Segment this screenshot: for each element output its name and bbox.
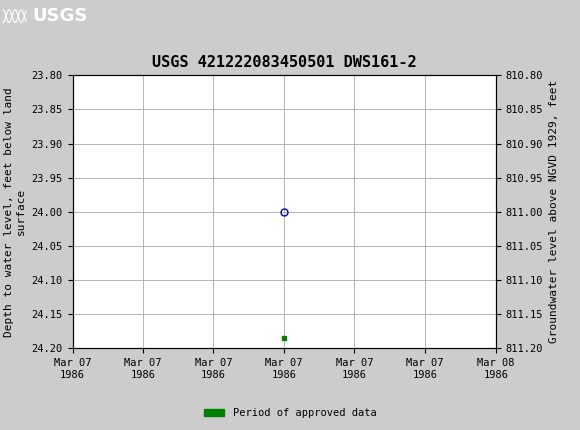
Legend: Period of approved data: Period of approved data — [200, 404, 380, 423]
Text: USGS: USGS — [32, 7, 87, 25]
Y-axis label: Depth to water level, feet below land
surface: Depth to water level, feet below land su… — [5, 87, 26, 337]
Y-axis label: Groundwater level above NGVD 1929, feet: Groundwater level above NGVD 1929, feet — [549, 80, 559, 344]
Title: USGS 421222083450501 DWS161-2: USGS 421222083450501 DWS161-2 — [152, 55, 416, 70]
